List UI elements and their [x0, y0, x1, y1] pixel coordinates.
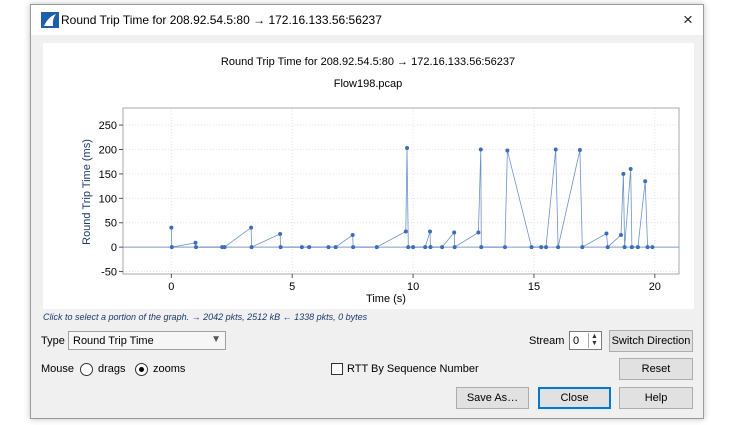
- rtt-point: [351, 245, 356, 250]
- drags-radio[interactable]: [80, 363, 93, 376]
- rtt-point: [650, 245, 655, 250]
- rtt-point: [249, 245, 254, 250]
- y-tick-label: 0: [111, 242, 117, 254]
- type-select-value: Round Trip Time: [73, 335, 154, 347]
- rtt-point: [249, 225, 254, 230]
- rtt-series-line: [170, 147, 653, 248]
- drags-label: drags: [98, 363, 126, 375]
- title-bar: Round Trip Time for 208.92.54.5:80 → 172…: [31, 5, 703, 35]
- chart-title: Round Trip Time for 208.92.54.5:80 → 172…: [221, 56, 515, 68]
- rtt-point: [452, 230, 457, 235]
- x-tick-label: 0: [168, 281, 174, 293]
- stream-spinbox[interactable]: 0 ▲ ▼: [569, 331, 602, 350]
- rtt-point: [194, 245, 199, 250]
- rtt-point: [529, 245, 534, 250]
- chart-subtitle: Flow198.pcap: [334, 78, 403, 90]
- mouse-label: Mouse: [41, 363, 75, 375]
- type-select[interactable]: Round Trip Time ▼: [68, 331, 226, 350]
- y-axis-label: Round Trip Time (ms): [81, 139, 93, 245]
- x-tick-label: 20: [649, 281, 661, 293]
- y-tick-label: 50: [105, 218, 117, 230]
- save-as-button[interactable]: Save As…: [456, 387, 529, 409]
- window-title: Round Trip Time for 208.92.54.5:80 → 172…: [61, 13, 382, 27]
- rtt-point: [553, 147, 558, 152]
- close-window-button[interactable]: ×: [683, 10, 693, 29]
- rtt-point: [605, 245, 610, 250]
- rtt-point: [643, 179, 648, 184]
- switch-direction-button[interactable]: Switch Direction: [609, 330, 693, 352]
- wireshark-fin-icon: [41, 12, 59, 28]
- rtt-point: [440, 245, 445, 250]
- rtt-point: [628, 167, 633, 172]
- zooms-label: zooms: [153, 363, 186, 375]
- type-label: Type: [41, 335, 65, 347]
- rtt-point: [577, 147, 582, 152]
- y-tick-label: -50: [101, 267, 117, 279]
- rtt-point: [299, 245, 304, 250]
- rtt-point: [645, 245, 650, 250]
- rtt-point: [428, 229, 433, 234]
- rtt-point: [326, 245, 331, 250]
- rtt-point: [452, 245, 457, 250]
- data-marks: [169, 146, 655, 250]
- x-tick-label: 15: [528, 281, 540, 293]
- rtt-point: [222, 245, 227, 250]
- axis-ticks: 0 5 10 15 20 -50 0 50 100 150 200 250: [99, 120, 661, 293]
- rtt-point: [333, 245, 338, 250]
- stream-label: Stream: [529, 335, 565, 347]
- x-tick-label: 10: [407, 281, 419, 293]
- y-tick-label: 200: [99, 145, 117, 157]
- rtt-point: [502, 245, 507, 250]
- rtt-point: [169, 245, 174, 250]
- rtt-point: [350, 232, 355, 237]
- rtt-point: [505, 148, 510, 153]
- reset-button[interactable]: Reset: [619, 358, 693, 380]
- rtt-graph[interactable]: 0 5 10 15 20 -50 0 50 100 150 200 250 Round Trip Ti…: [43, 43, 694, 309]
- rtt-point: [476, 230, 481, 235]
- close-button[interactable]: Close: [538, 387, 611, 409]
- rtt-point: [604, 231, 609, 236]
- rtt-point: [411, 245, 416, 250]
- y-tick-label: 250: [99, 120, 117, 132]
- y-tick-label: 150: [99, 169, 117, 181]
- rtt-point: [423, 245, 428, 250]
- zooms-radio[interactable]: [135, 363, 148, 376]
- rtt-point: [405, 146, 410, 151]
- rtt-point: [629, 245, 634, 250]
- rtt-point: [403, 229, 408, 234]
- radio-selected-dot: [139, 367, 144, 372]
- y-tick-label: 100: [99, 193, 117, 205]
- rtt-point: [169, 225, 174, 230]
- rtt-point: [544, 245, 549, 250]
- rtt-point: [278, 231, 283, 236]
- stream-value: 0: [573, 335, 580, 347]
- spin-arrows-icon[interactable]: ▲ ▼: [588, 333, 600, 348]
- rtt-point: [479, 245, 484, 250]
- rtt-point: [539, 245, 544, 250]
- rtt-point: [621, 171, 626, 176]
- rtt-point: [278, 245, 283, 250]
- gridlines: [123, 108, 679, 274]
- help-button[interactable]: Help: [619, 387, 693, 409]
- rtt-by-seq-label: RTT By Sequence Number: [347, 363, 479, 375]
- x-tick-label: 5: [289, 281, 295, 293]
- rtt-point: [406, 245, 411, 250]
- rtt-point: [635, 245, 640, 250]
- rtt-point: [622, 245, 627, 250]
- graph-hint: Click to select a portion of the graph. …: [43, 312, 368, 322]
- rtt-point: [478, 147, 483, 152]
- rtt-point: [307, 245, 312, 250]
- rtt-point: [556, 245, 561, 250]
- plot-frame: [122, 107, 680, 275]
- rtt-point: [618, 232, 623, 237]
- rtt-dialog: Round Trip Time for 208.92.54.5:80 → 172…: [30, 4, 704, 419]
- rtt-chart-svg[interactable]: 0 5 10 15 20 -50 0 50 100 150 200 250 Round Trip Ti…: [43, 43, 694, 309]
- x-axis-label: Time (s): [366, 293, 406, 305]
- rtt-point: [428, 245, 433, 250]
- rtt-by-seq-checkbox[interactable]: [331, 363, 343, 375]
- chevron-down-icon: ▼: [211, 334, 221, 345]
- rtt-point: [580, 245, 585, 250]
- rtt-point: [374, 245, 379, 250]
- rtt-point: [193, 240, 198, 245]
